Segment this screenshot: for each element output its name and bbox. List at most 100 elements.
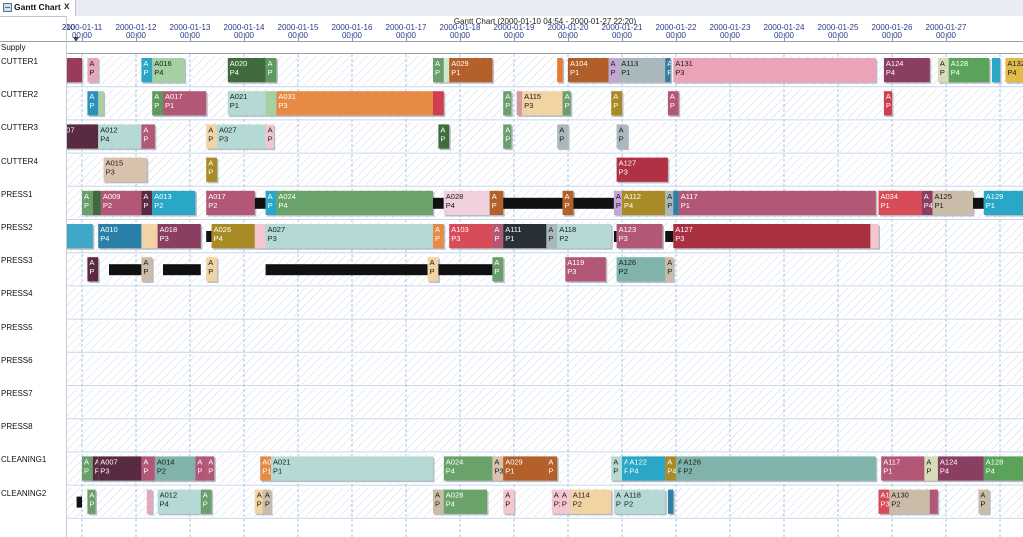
task-rect[interactable] — [443, 58, 450, 83]
task-bar[interactable]: AP — [492, 224, 505, 250]
task-rect[interactable] — [98, 124, 142, 149]
task-rect[interactable] — [141, 257, 153, 282]
task-rect[interactable] — [206, 190, 255, 215]
task-bar[interactable] — [206, 231, 212, 242]
task-rect[interactable] — [557, 124, 568, 149]
task-rect[interactable] — [433, 58, 444, 83]
task-rect[interactable] — [573, 197, 614, 209]
task-rect[interactable] — [92, 190, 101, 215]
task-bar[interactable]: AP — [141, 190, 154, 217]
task-bar[interactable]: AP — [195, 456, 208, 483]
task-bar[interactable]: AP — [613, 489, 624, 516]
task-bar[interactable] — [991, 58, 1002, 84]
task-rect[interactable] — [503, 124, 512, 149]
task-rect[interactable] — [973, 197, 984, 209]
gantt-svg[interactable]: A006P4APAPA016P4A020P4APAPA029P1A104P1AP… — [67, 42, 1023, 537]
task-rect[interactable] — [227, 58, 266, 83]
task-bar[interactable]: AP — [611, 456, 624, 483]
task-rect[interactable] — [438, 264, 493, 276]
task-bar[interactable]: AP — [265, 58, 278, 84]
task-rect[interactable] — [260, 456, 271, 481]
task-rect[interactable] — [681, 456, 876, 481]
task-rect[interactable] — [67, 224, 93, 249]
task-bar[interactable]: AP — [87, 489, 97, 516]
task-rect[interactable] — [163, 91, 207, 116]
task-rect[interactable] — [665, 257, 674, 282]
task-rect[interactable] — [87, 489, 96, 514]
task-rect[interactable] — [878, 190, 922, 215]
task-rect[interactable] — [557, 224, 612, 249]
task-rect[interactable] — [613, 489, 622, 514]
task-rect[interactable] — [551, 489, 560, 514]
task-rect[interactable] — [449, 224, 493, 249]
task-rect[interactable] — [503, 489, 514, 514]
task-rect[interactable] — [562, 91, 571, 116]
task-bar[interactable] — [92, 190, 103, 217]
task-rect[interactable] — [152, 91, 163, 116]
task-bar[interactable]: AP — [557, 124, 570, 151]
task-bar[interactable] — [667, 489, 675, 516]
task-rect[interactable] — [87, 257, 99, 282]
task-bar[interactable] — [433, 197, 444, 209]
task-bar[interactable]: AP — [206, 257, 219, 283]
task-bar[interactable]: AP — [492, 257, 505, 283]
task-rect[interactable] — [492, 456, 504, 481]
task-bar[interactable]: AP — [611, 91, 624, 117]
task-rect[interactable] — [433, 91, 444, 116]
task-rect[interactable] — [265, 224, 433, 249]
task-rect[interactable] — [206, 456, 215, 481]
close-icon[interactable]: x — [64, 1, 70, 12]
task-rect[interactable] — [983, 190, 1023, 215]
task-bar[interactable] — [146, 489, 154, 516]
task-rect[interactable] — [557, 58, 563, 83]
task-bar[interactable]: AP — [87, 58, 100, 84]
task-rect[interactable] — [611, 456, 622, 481]
task-bar[interactable]: AP — [924, 456, 940, 483]
task-bar[interactable]: AP — [433, 489, 446, 516]
task-rect[interactable] — [948, 58, 990, 83]
task-rect[interactable] — [438, 124, 450, 149]
task-bar[interactable]: AP — [92, 456, 100, 483]
task-bar[interactable] — [265, 264, 428, 276]
task-bar[interactable]: AP — [82, 190, 95, 217]
task-rect[interactable] — [67, 58, 82, 83]
task-rect[interactable] — [146, 489, 153, 514]
task-rect[interactable] — [503, 197, 563, 209]
task-bar[interactable] — [516, 91, 524, 117]
task-bar[interactable]: AP — [141, 456, 157, 483]
task-rect[interactable] — [562, 190, 574, 215]
task-bar[interactable] — [929, 489, 940, 516]
task-bar[interactable] — [870, 224, 880, 250]
task-rect[interactable] — [627, 456, 666, 481]
task-rect[interactable] — [673, 190, 679, 215]
task-rect[interactable] — [211, 224, 255, 249]
task-rect[interactable] — [673, 224, 871, 249]
task-bar[interactable]: AP — [87, 257, 100, 283]
task-rect[interactable] — [141, 190, 153, 215]
task-bar[interactable]: AP — [141, 58, 154, 84]
task-rect[interactable] — [878, 489, 890, 514]
task-bar[interactable] — [141, 224, 160, 250]
